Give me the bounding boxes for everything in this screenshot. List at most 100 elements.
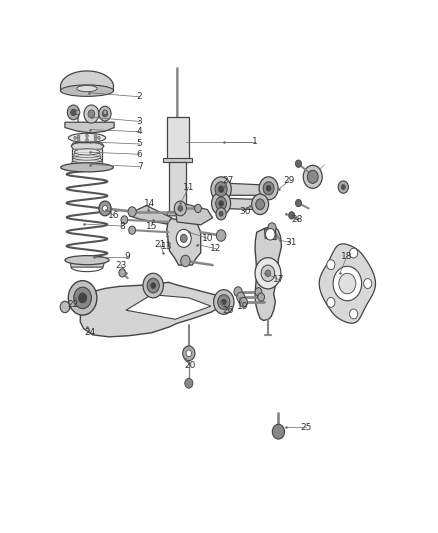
Circle shape [218,295,230,309]
Circle shape [86,138,88,142]
Text: 14: 14 [144,199,155,208]
Circle shape [174,201,187,216]
Circle shape [77,138,80,141]
Circle shape [255,288,262,296]
Circle shape [214,290,234,314]
Ellipse shape [68,133,106,142]
Circle shape [178,206,183,211]
Polygon shape [71,143,104,149]
Circle shape [240,297,247,308]
Ellipse shape [77,85,97,92]
Circle shape [289,212,295,219]
Circle shape [333,266,362,301]
Circle shape [68,281,97,315]
Circle shape [338,181,348,193]
Text: 28: 28 [292,215,303,224]
Circle shape [295,199,301,207]
Circle shape [295,160,301,167]
Polygon shape [221,183,274,195]
Text: 16: 16 [108,211,120,220]
Circle shape [364,279,372,288]
Circle shape [147,278,159,293]
Circle shape [265,229,275,240]
Polygon shape [60,71,113,91]
Circle shape [60,301,70,313]
Text: 22: 22 [68,300,79,309]
Circle shape [103,110,107,115]
Ellipse shape [72,157,102,163]
Circle shape [215,182,227,197]
Circle shape [71,109,76,116]
Text: 2: 2 [137,92,142,101]
Circle shape [266,185,271,191]
Polygon shape [265,229,276,240]
Text: 19: 19 [237,302,249,311]
Circle shape [211,177,231,201]
Circle shape [88,110,95,118]
Circle shape [183,346,195,361]
Circle shape [234,287,242,297]
Circle shape [219,186,224,192]
Circle shape [350,248,358,258]
Polygon shape [175,204,212,225]
Text: 8: 8 [120,222,126,231]
Text: 11: 11 [183,183,194,191]
Polygon shape [163,158,192,163]
Text: 1: 1 [252,138,258,147]
Circle shape [268,223,276,232]
Text: 10: 10 [202,234,213,243]
Circle shape [94,138,97,141]
Circle shape [219,200,223,206]
Circle shape [78,293,87,303]
Circle shape [119,269,126,277]
Polygon shape [319,244,375,323]
Ellipse shape [73,154,101,160]
Text: 23: 23 [115,261,127,270]
Circle shape [186,350,191,357]
Text: 26: 26 [222,306,233,314]
Circle shape [255,257,281,289]
Circle shape [259,177,278,200]
Circle shape [74,287,92,309]
Text: 20: 20 [185,361,196,370]
Circle shape [272,424,285,439]
Circle shape [216,230,226,241]
Polygon shape [72,149,102,163]
Polygon shape [65,122,114,133]
Circle shape [258,293,265,301]
Circle shape [102,206,107,211]
Circle shape [185,378,193,388]
Text: 15: 15 [146,222,157,231]
Circle shape [99,201,111,216]
Circle shape [265,270,271,277]
Text: 30: 30 [239,207,251,216]
Circle shape [303,165,322,188]
Text: 25: 25 [300,423,311,432]
Polygon shape [130,206,172,224]
Polygon shape [70,260,105,267]
Text: 12: 12 [210,244,222,253]
Ellipse shape [65,256,109,265]
Circle shape [121,216,128,224]
Circle shape [237,292,245,302]
Circle shape [176,229,191,247]
Text: 24: 24 [85,328,96,337]
Polygon shape [80,282,225,337]
Circle shape [222,299,226,305]
Text: 6: 6 [137,150,142,159]
Circle shape [216,207,226,220]
Polygon shape [167,212,189,216]
Polygon shape [221,198,262,209]
Text: 4: 4 [137,127,142,136]
Circle shape [256,199,265,209]
Polygon shape [167,117,189,163]
Circle shape [180,235,187,243]
Circle shape [99,106,111,121]
Text: 3: 3 [137,117,142,126]
Circle shape [94,135,97,138]
Text: 31: 31 [285,238,297,247]
Polygon shape [170,163,187,212]
Ellipse shape [74,151,100,158]
Circle shape [261,265,275,281]
Text: 5: 5 [137,140,142,149]
